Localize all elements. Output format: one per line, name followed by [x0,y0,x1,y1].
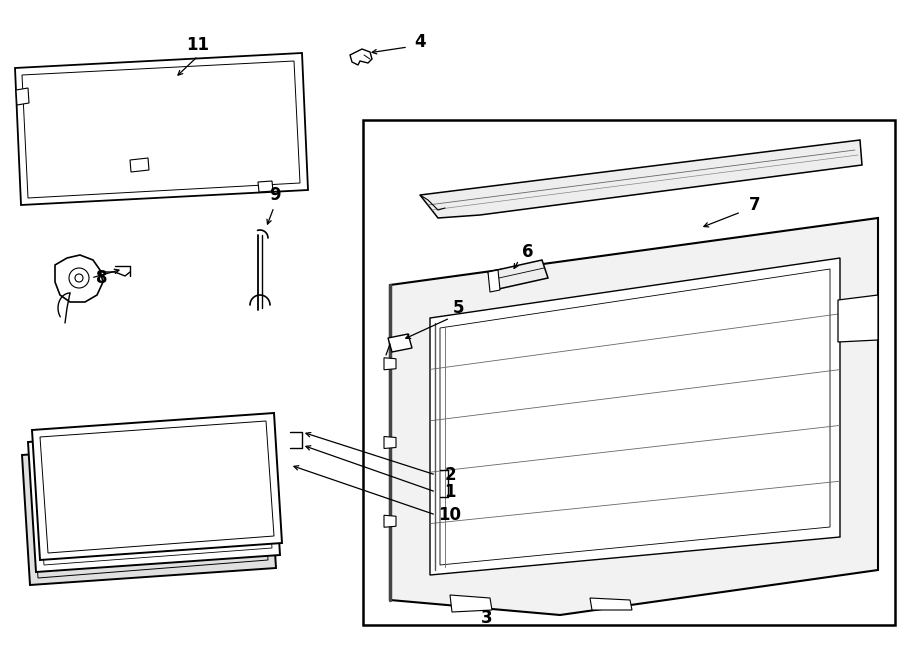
Polygon shape [390,218,878,615]
Polygon shape [30,446,268,578]
Text: 6: 6 [522,243,534,261]
Text: 3: 3 [482,609,493,627]
Polygon shape [388,334,412,352]
Polygon shape [363,120,895,625]
Text: 7: 7 [749,196,760,214]
Polygon shape [384,358,396,369]
Text: 10: 10 [438,506,462,524]
Polygon shape [22,61,300,198]
Polygon shape [384,436,396,449]
Text: 5: 5 [452,299,464,317]
Polygon shape [28,425,280,572]
Polygon shape [430,258,840,575]
Text: 2: 2 [445,466,455,484]
Polygon shape [22,438,276,585]
Polygon shape [16,88,29,105]
Polygon shape [36,433,272,565]
Polygon shape [32,413,282,560]
Circle shape [75,274,83,282]
Text: 11: 11 [186,36,210,54]
Polygon shape [55,255,103,302]
Text: 1: 1 [445,483,455,501]
Polygon shape [258,181,273,192]
Polygon shape [40,421,274,553]
Text: 9: 9 [269,186,281,204]
Polygon shape [488,260,548,290]
Text: 8: 8 [96,269,108,287]
Polygon shape [130,158,149,172]
Polygon shape [590,598,632,610]
Polygon shape [15,53,308,205]
Polygon shape [420,140,862,218]
Polygon shape [384,516,396,527]
Polygon shape [488,270,500,292]
Polygon shape [450,595,492,612]
Text: 4: 4 [414,33,426,51]
Polygon shape [838,295,878,342]
Polygon shape [440,269,830,565]
Polygon shape [350,49,372,65]
